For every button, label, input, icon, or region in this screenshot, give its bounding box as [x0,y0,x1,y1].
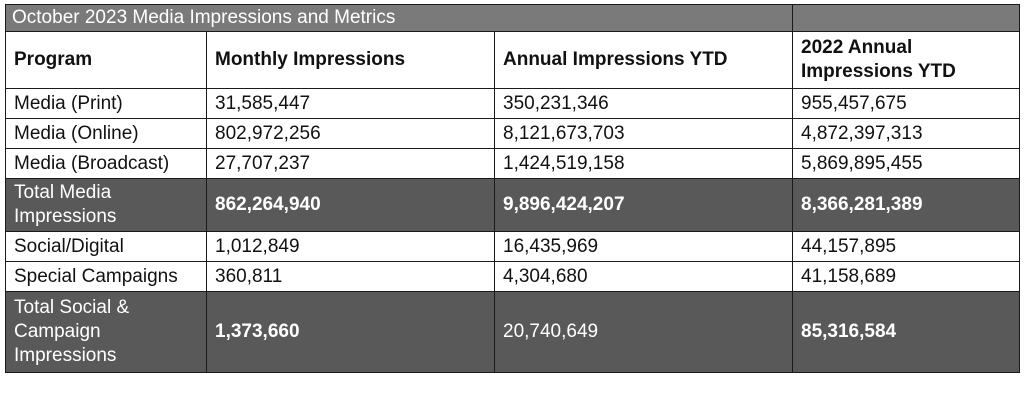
prior-cell: 5,869,895,455 [792,148,1020,179]
annual-cell: 1,424,519,158 [494,148,793,179]
annual-cell: 9,896,424,207 [494,178,793,232]
total-social-row: Total Social & Campaign Impressions 1,37… [5,291,1020,373]
row-label: Media (Broadcast) [5,148,207,179]
monthly-cell: 27,707,237 [206,148,495,179]
row-label: Total Media Impressions [5,178,207,232]
metrics-table-container: October 2023 Media Impressions and Metri… [5,4,1020,373]
annual-cell: 20,740,649 [494,291,793,373]
monthly-cell: 31,585,447 [206,88,495,119]
table-row: Media (Online) 802,972,256 8,121,673,703… [5,118,1020,149]
prior-cell: 8,366,281,389 [792,178,1020,232]
annual-cell: 350,231,346 [494,88,793,119]
header-program: Program [5,31,207,89]
row-label: Media (Online) [5,118,207,149]
annual-cell: 16,435,969 [494,231,793,262]
table-header-row: Program Monthly Impressions Annual Impre… [5,31,1020,89]
row-label: Media (Print) [5,88,207,119]
row-label: Social/Digital [5,231,207,262]
table-title: October 2023 Media Impressions and Metri… [5,4,793,32]
table-row: Media (Broadcast) 27,707,237 1,424,519,1… [5,148,1020,179]
prior-cell: 4,872,397,313 [792,118,1020,149]
row-label: Total Social & Campaign Impressions [5,291,207,373]
table-caption-row: October 2023 Media Impressions and Metri… [5,4,1020,32]
monthly-cell: 360,811 [206,261,495,292]
header-annual: Annual Impressions YTD [494,31,793,89]
monthly-cell: 1,012,849 [206,231,495,262]
total-media-row: Total Media Impressions 862,264,940 9,89… [5,178,1020,232]
prior-cell: 41,158,689 [792,261,1020,292]
prior-cell: 85,316,584 [792,291,1020,373]
monthly-cell: 862,264,940 [206,178,495,232]
annual-cell: 8,121,673,703 [494,118,793,149]
prior-cell: 44,157,895 [792,231,1020,262]
header-monthly: Monthly Impressions [206,31,495,89]
prior-cell: 955,457,675 [792,88,1020,119]
media-impressions-table: October 2023 Media Impressions and Metri… [5,4,1020,373]
table-row: Social/Digital 1,012,849 16,435,969 44,1… [5,231,1020,262]
monthly-cell: 1,373,660 [206,291,495,373]
table-row: Special Campaigns 360,811 4,304,680 41,1… [5,261,1020,292]
row-label: Special Campaigns [5,261,207,292]
header-prior: 2022 Annual Impressions YTD [792,31,1020,89]
annual-cell: 4,304,680 [494,261,793,292]
monthly-cell: 802,972,256 [206,118,495,149]
table-row: Media (Print) 31,585,447 350,231,346 955… [5,88,1020,119]
caption-empty-cell [792,4,1020,32]
